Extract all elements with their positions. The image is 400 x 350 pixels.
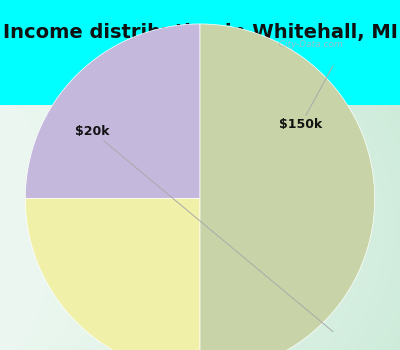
Wedge shape — [25, 24, 200, 199]
Wedge shape — [25, 199, 200, 350]
Text: $20k: $20k — [75, 125, 333, 332]
Text: Income distribution in Whitehall, MI
(%): Income distribution in Whitehall, MI (%) — [2, 23, 398, 65]
Wedge shape — [200, 24, 375, 350]
Text: City-Data.com: City-Data.com — [273, 40, 342, 49]
Text: $10k: $10k — [0, 349, 1, 350]
Text: Multirace residents: Multirace residents — [117, 77, 283, 92]
Text: $150k: $150k — [279, 65, 333, 131]
